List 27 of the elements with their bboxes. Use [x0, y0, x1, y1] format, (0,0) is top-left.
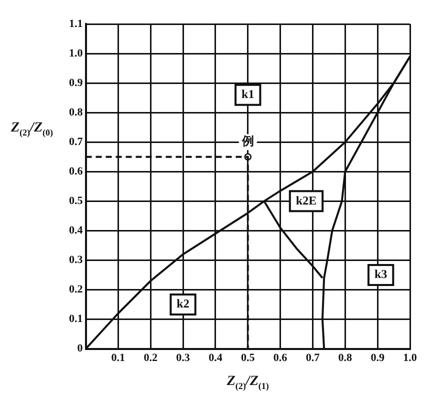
y-tick-label: 0.9 [69, 76, 84, 89]
annotation: k2 [176, 296, 190, 311]
x-tick-label: 0.3 [176, 352, 190, 364]
y-tick-label: 0 [77, 342, 84, 355]
y-tick-label: 0.1 [69, 313, 83, 326]
y-tick-label: 0.8 [69, 106, 84, 118]
annotation: k2E [296, 193, 317, 208]
x-tick-label: 0.1 [111, 352, 126, 364]
y-tick-label: 0.3 [69, 254, 84, 266]
y-tick-label: 1.0 [69, 47, 84, 60]
x-tick-label: 0.4 [208, 352, 223, 364]
x-tick-label: 0.6 [273, 352, 288, 364]
x-tick-label: 0.9 [370, 352, 385, 364]
x-tick-label: 0.2 [144, 352, 158, 364]
y-tick-label: 0.5 [69, 195, 84, 208]
annotation: k3 [374, 267, 388, 282]
annotation: k1 [242, 86, 254, 101]
x-tick-label: 0.8 [338, 352, 353, 364]
y-tick-label: 0.2 [69, 284, 84, 296]
annotation: 例 [240, 134, 254, 148]
x-tick-label: 0.5 [241, 352, 256, 364]
y-tick-label: 0.4 [69, 224, 84, 237]
x-tick-label: 1.0 [403, 352, 418, 364]
y-tick-label: 0.7 [69, 136, 84, 148]
y-tick-label: 0.6 [69, 165, 84, 178]
y-tick-label: 1.1 [69, 18, 83, 30]
x-tick-label: 0.7 [306, 352, 320, 364]
